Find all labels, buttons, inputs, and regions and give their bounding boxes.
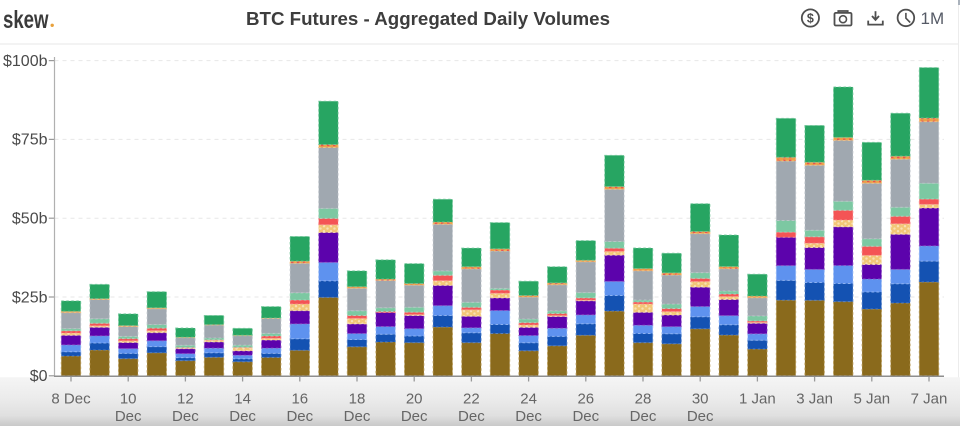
svg-text:5 Jan: 5 Jan [853, 391, 890, 408]
svg-text:Dec: Dec [687, 408, 714, 425]
svg-text:Dec: Dec [286, 408, 313, 425]
svg-text:$50b: $50b [12, 211, 48, 228]
svg-text:1 Jan: 1 Jan [739, 391, 776, 408]
svg-text:18: 18 [349, 391, 366, 408]
svg-text:16: 16 [291, 391, 308, 408]
svg-text:20: 20 [406, 391, 423, 408]
svg-text:24: 24 [520, 391, 537, 408]
svg-text:Dec: Dec [458, 408, 485, 425]
svg-text:Dec: Dec [172, 408, 199, 425]
svg-text:$25b: $25b [12, 289, 48, 306]
svg-text:14: 14 [234, 391, 251, 408]
svg-text:Dec: Dec [515, 408, 542, 425]
svg-text:7 Jan: 7 Jan [911, 391, 948, 408]
svg-text:$: $ [807, 12, 814, 26]
svg-text:12: 12 [177, 391, 194, 408]
svg-text:skew: skew [3, 6, 49, 34]
svg-text:BTC Futures - Aggregated Daily: BTC Futures - Aggregated Daily Volumes [246, 9, 610, 29]
svg-text:26: 26 [577, 391, 594, 408]
svg-text:Dec: Dec [344, 408, 371, 425]
svg-text:3 Jan: 3 Jan [796, 391, 833, 408]
svg-text:1M: 1M [921, 9, 945, 28]
svg-text:Dec: Dec [572, 408, 599, 425]
svg-text:10: 10 [120, 391, 137, 408]
svg-text:Dec: Dec [630, 408, 657, 425]
svg-text:28: 28 [635, 391, 652, 408]
svg-text:Dec: Dec [115, 408, 142, 425]
svg-text:$0: $0 [30, 368, 48, 385]
svg-text:$75b: $75b [12, 132, 48, 149]
svg-text:30: 30 [692, 391, 709, 408]
svg-text:$100b: $100b [3, 53, 48, 70]
svg-text:Dec: Dec [229, 408, 256, 425]
svg-text:8 Dec: 8 Dec [51, 391, 91, 408]
svg-text:22: 22 [463, 391, 480, 408]
svg-text:Dec: Dec [401, 408, 428, 425]
